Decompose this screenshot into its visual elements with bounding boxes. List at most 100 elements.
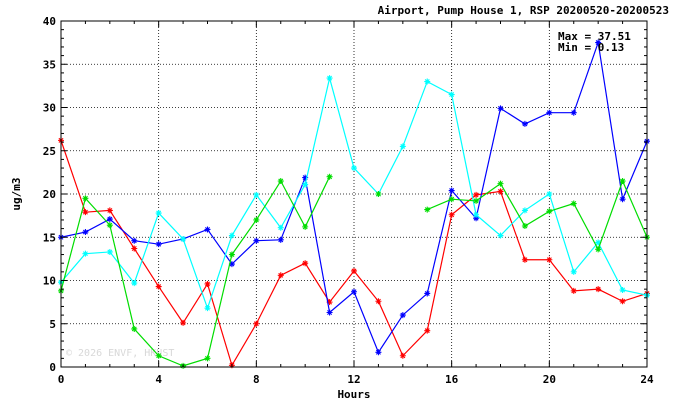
y-tick-label: 25: [43, 145, 56, 158]
data-point: [326, 309, 333, 316]
data-point: [82, 250, 89, 257]
data-point: [204, 226, 211, 233]
data-point: [302, 181, 309, 188]
y-tick-label: 5: [49, 318, 56, 331]
data-point: [497, 188, 504, 195]
data-point: [424, 78, 431, 85]
x-tick-label: 24: [640, 373, 654, 386]
data-point: [448, 196, 455, 203]
data-point: [302, 174, 309, 181]
series-2: [58, 39, 650, 356]
y-tick-label: 40: [43, 15, 56, 28]
data-point: [375, 191, 382, 197]
data-point: [595, 239, 602, 246]
data-point: [82, 195, 89, 202]
data-point: [375, 298, 382, 305]
data-point: [473, 197, 480, 204]
data-point: [228, 261, 235, 268]
max-label: Max = 37.51: [558, 30, 631, 43]
data-point: [131, 237, 138, 244]
data-point: [253, 320, 260, 327]
watermark: © 2026 ENVF, HKUST: [66, 348, 174, 359]
y-tick-label: 30: [43, 102, 56, 115]
data-point: [448, 187, 455, 194]
data-point: [473, 191, 480, 198]
x-tick-label: 0: [58, 373, 65, 386]
series-group: [58, 39, 650, 369]
data-point: [180, 235, 187, 242]
data-point: [619, 196, 626, 203]
x-tick-label: 4: [155, 373, 162, 386]
data-point: [521, 223, 528, 230]
x-tick-label: 8: [253, 373, 260, 386]
data-point: [546, 109, 553, 116]
grid: [61, 21, 647, 367]
y-tick-label: 15: [43, 231, 56, 244]
data-point: [497, 105, 504, 112]
data-point: [424, 290, 431, 297]
data-point: [326, 173, 333, 180]
data-point: [448, 91, 455, 98]
data-point: [399, 352, 406, 359]
data-point: [570, 268, 577, 275]
data-point: [399, 143, 406, 150]
data-point: [106, 207, 113, 214]
data-point: [375, 349, 382, 356]
y-tick-label: 20: [43, 188, 56, 201]
data-point: [521, 207, 528, 214]
data-point: [521, 120, 528, 127]
data-point: [570, 287, 577, 294]
data-point: [131, 325, 138, 332]
data-point: [595, 39, 602, 46]
data-point: [351, 288, 357, 295]
data-point: [302, 260, 309, 267]
x-tick-label: 20: [543, 373, 556, 386]
data-point: [424, 327, 431, 334]
data-point: [106, 216, 113, 223]
data-point: [497, 180, 504, 187]
data-point: [155, 241, 162, 248]
data-point: [82, 229, 89, 236]
ticks: 0 4 8 12 16 20 24 0 5 10 15 20 25 30 35 40: [43, 15, 654, 386]
series-4: [58, 173, 650, 369]
data-point: [570, 200, 577, 207]
data-point: [82, 209, 89, 216]
data-point: [277, 272, 284, 279]
data-point: [448, 211, 455, 218]
data-point: [595, 246, 602, 253]
data-point: [546, 256, 553, 263]
data-point: [106, 222, 113, 229]
y-tick-label: 10: [43, 275, 56, 288]
y-tick-label: 0: [49, 361, 56, 374]
data-point: [351, 165, 357, 172]
data-point: [546, 208, 553, 215]
chart-title: Airport, Pump House 1, RSP 20200520-2020…: [378, 4, 669, 17]
data-point: [277, 236, 284, 243]
data-point: [155, 352, 162, 359]
data-point: [155, 210, 162, 217]
data-point: [155, 283, 162, 290]
data-point: [326, 299, 333, 306]
data-point: [570, 109, 577, 116]
y-axis-label: ug/m3: [10, 177, 23, 210]
x-tick-label: 12: [347, 373, 360, 386]
data-point: [204, 355, 211, 362]
data-point: [351, 267, 357, 274]
data-point: [253, 191, 260, 198]
data-point: [521, 256, 528, 263]
data-point: [277, 224, 284, 231]
x-tick-label: 16: [445, 373, 459, 386]
data-point: [228, 251, 235, 258]
data-point: [595, 286, 602, 293]
series-line: [60, 176, 331, 367]
data-point: [253, 216, 260, 223]
data-point: [131, 245, 138, 252]
series-line: [427, 179, 648, 251]
y-tick-label: 35: [43, 58, 56, 71]
data-point: [228, 232, 235, 239]
data-point: [204, 305, 211, 312]
data-point: [424, 206, 431, 213]
data-point: [473, 215, 480, 222]
